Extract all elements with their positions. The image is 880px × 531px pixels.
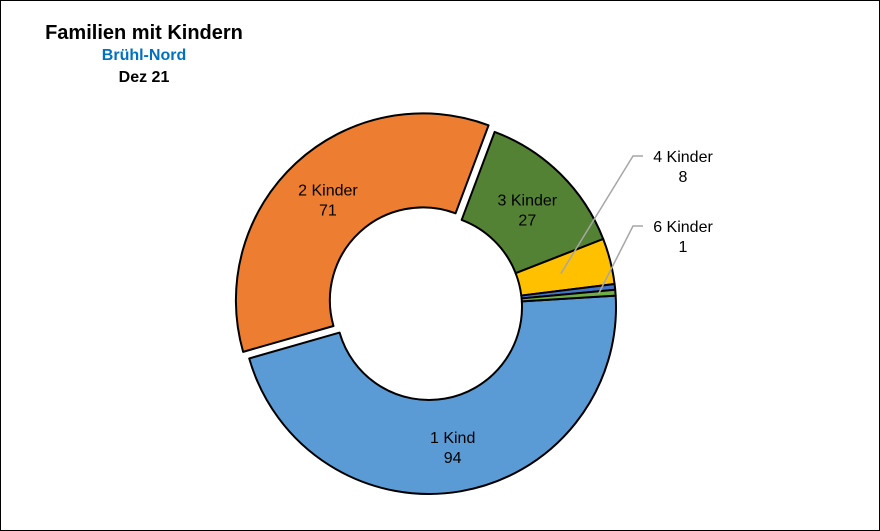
- chart-subtitle: Brühl-Nord: [101, 47, 187, 64]
- data-value-3-kinder: 27: [518, 212, 536, 229]
- slice-6-kinder: [520, 288, 617, 303]
- data-label-6-kinder: 6 Kinder: [653, 219, 713, 236]
- data-label-2-kinder: 2 Kinder: [298, 183, 358, 200]
- chart-titles: Familien mit Kindern Brühl-Nord Dez 21: [19, 21, 269, 89]
- data-value-6-kinder: 1: [679, 239, 688, 256]
- chart-title: Familien mit Kindern: [45, 22, 243, 44]
- data-label-3-kinder: 3 Kinder: [498, 192, 558, 209]
- slice-2-kinder: [234, 112, 490, 353]
- data-label-1-kind: 1 Kind: [430, 430, 475, 447]
- data-value-1-kind: 94: [444, 450, 462, 467]
- data-label-4-kinder: 4 Kinder: [653, 149, 713, 166]
- slice-1-kind: [248, 294, 617, 495]
- leader-line-4-kinder: [560, 155, 643, 275]
- data-value-2-kinder: 71: [319, 203, 337, 220]
- chart-date-label: Dez 21: [118, 69, 170, 86]
- leader-line-6-kinder: [597, 225, 643, 295]
- data-value-4-kinder: 8: [679, 169, 688, 186]
